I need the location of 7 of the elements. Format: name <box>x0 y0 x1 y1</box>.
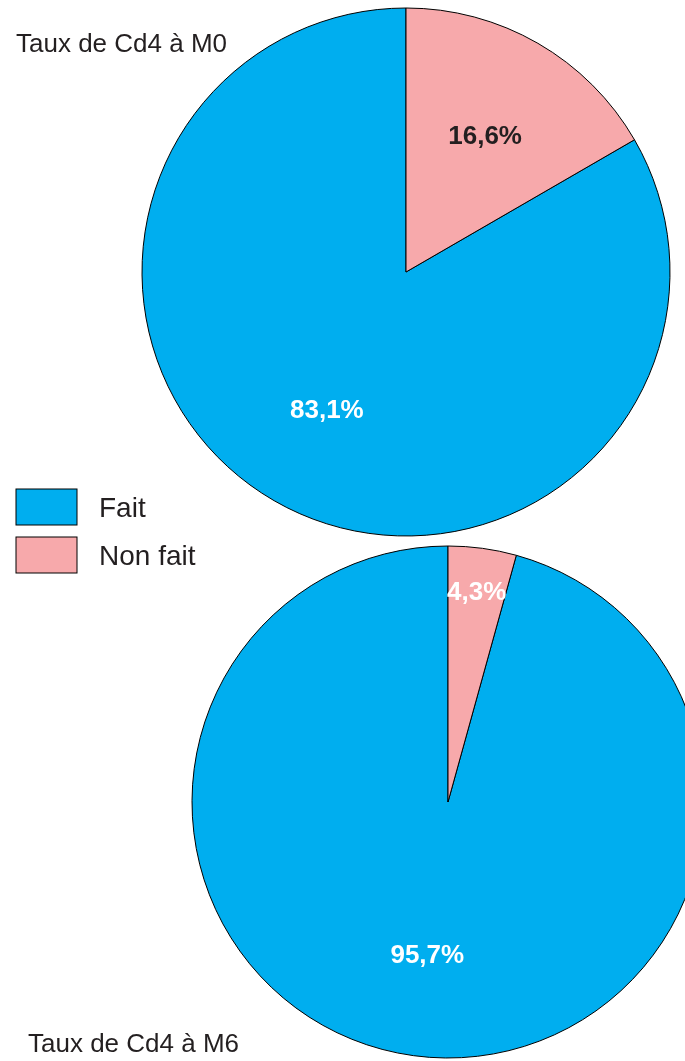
legend-label: Fait <box>99 491 146 523</box>
text: Taux de Cd4 à M0 <box>16 28 228 58</box>
data-label: 83,1% <box>290 394 364 425</box>
legend-label: Non fait <box>99 539 196 571</box>
data-label: 16,6% <box>448 119 522 150</box>
data-label: 95,7% <box>390 939 465 970</box>
text: Taux de Cd4 à M6 <box>28 1028 240 1058</box>
